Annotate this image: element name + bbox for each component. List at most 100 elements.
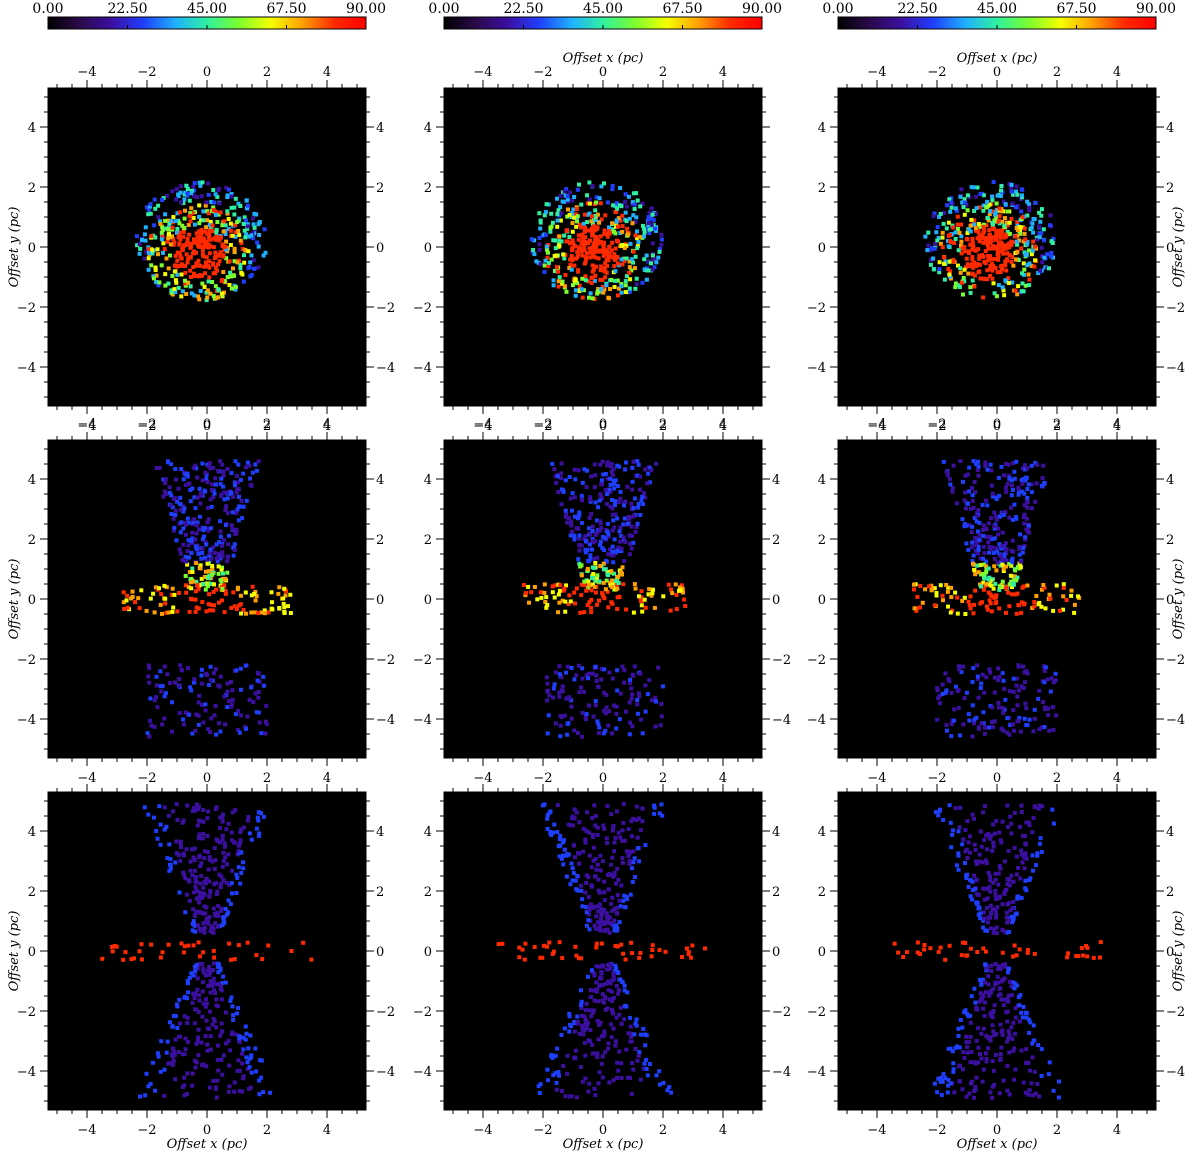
heatmap-cell — [602, 287, 607, 292]
heatmap-cell — [214, 881, 219, 885]
heatmap-cell — [221, 850, 226, 855]
heatmap-cell — [157, 804, 162, 809]
heatmap-cell — [561, 862, 566, 867]
heatmap-cell — [608, 482, 613, 487]
heatmap-cell — [230, 810, 235, 815]
heatmap-cell — [558, 583, 563, 588]
heatmap-cell — [999, 559, 1004, 564]
heatmap-cell — [129, 957, 134, 962]
heatmap-cell — [1035, 462, 1040, 467]
heatmap-cell — [205, 561, 210, 566]
heatmap-cell — [1000, 285, 1005, 290]
heatmap-cell — [609, 578, 614, 583]
heatmap-cell — [621, 951, 626, 956]
heatmap-cell — [589, 280, 594, 285]
heatmap-cell — [987, 257, 992, 261]
heatmap-cell — [223, 244, 228, 249]
heatmap-cell — [577, 820, 582, 825]
heatmap-cell — [669, 1090, 674, 1095]
heatmap-cell — [177, 711, 182, 715]
heatmap-cell — [567, 266, 572, 270]
heatmap-cell — [608, 287, 612, 291]
heatmap-cell — [229, 286, 234, 291]
heatmap-cell — [971, 459, 976, 464]
heatmap-cell — [216, 287, 221, 292]
heatmap-cell — [976, 247, 981, 252]
heatmap-cell — [190, 1000, 195, 1005]
heatmap-cell — [690, 943, 695, 948]
heatmap-cell — [177, 997, 182, 1002]
heatmap-cell — [1053, 671, 1058, 676]
x-tick-label: 2 — [1053, 771, 1061, 786]
y-tick-label: 2 — [424, 533, 432, 548]
heatmap-cell — [194, 909, 199, 914]
heatmap-cell — [560, 598, 565, 603]
heatmap-cell — [207, 1085, 212, 1090]
heatmap-cell — [207, 972, 212, 977]
heatmap-cell — [591, 1051, 595, 1056]
heatmap-cell — [1025, 495, 1030, 500]
heatmap-cell — [618, 539, 623, 544]
heatmap-cell — [1025, 583, 1030, 588]
heatmap-cell — [975, 262, 980, 267]
heatmap-cell — [1001, 678, 1006, 683]
heatmap-cell — [229, 192, 234, 196]
heatmap-cell — [622, 516, 627, 521]
colorbar-tick-label: 90.00 — [742, 1, 782, 17]
heatmap-cell — [989, 547, 994, 552]
heatmap-cell — [167, 490, 172, 495]
heatmap-cell — [612, 571, 616, 576]
heatmap-cell — [226, 699, 231, 704]
colorbar-tick-label: 0.00 — [32, 1, 63, 17]
heatmap-cell — [146, 256, 151, 261]
heatmap-cell — [645, 481, 650, 486]
heatmap-cell — [1033, 244, 1037, 249]
heatmap-cell — [583, 274, 588, 279]
x-tick-label: −2 — [927, 419, 946, 434]
heatmap-cell — [988, 601, 993, 606]
heatmap-cell — [555, 212, 560, 217]
heatmap-cell — [623, 1004, 627, 1009]
heatmap-cell — [935, 717, 940, 722]
heatmap-cell — [619, 290, 624, 295]
heatmap-cell — [987, 228, 992, 233]
heatmap-cell — [190, 731, 195, 736]
heatmap-cell — [233, 230, 238, 235]
heatmap-cell — [253, 598, 258, 603]
heatmap-cell — [600, 534, 605, 539]
heatmap-cell — [179, 668, 184, 673]
heatmap-cell — [630, 487, 635, 492]
heatmap-cell — [576, 468, 581, 473]
heatmap-cell — [560, 956, 565, 961]
heatmap-cell — [227, 941, 232, 946]
heatmap-cell — [175, 817, 180, 822]
heatmap-cell — [1014, 239, 1019, 244]
heatmap-cell — [964, 256, 969, 261]
heatmap-cell — [539, 595, 544, 600]
heatmap-cell — [1023, 680, 1027, 685]
heatmap-cell — [220, 1072, 225, 1077]
heatmap-cell — [166, 236, 171, 241]
heatmap-cell — [232, 957, 237, 962]
heatmap-cell — [962, 279, 967, 284]
heatmap-cell — [219, 981, 224, 985]
heatmap-cell — [1000, 530, 1005, 535]
heatmap-cell — [589, 474, 594, 479]
heatmap-cell — [599, 1034, 604, 1039]
heatmap-cell — [192, 858, 197, 863]
heatmap-cell — [988, 462, 993, 467]
heatmap-cell — [261, 683, 266, 688]
heatmap-cell — [667, 1085, 672, 1090]
heatmap-cell — [974, 206, 979, 211]
heatmap-cell — [616, 581, 621, 585]
heatmap-cell — [569, 253, 574, 258]
heatmap-cell — [576, 557, 581, 562]
heatmap-cell — [579, 493, 584, 498]
heatmap-cell — [183, 190, 188, 195]
heatmap-cell — [191, 240, 196, 245]
heatmap-cell — [638, 474, 643, 479]
heatmap-cell — [579, 883, 583, 888]
heatmap-cell — [580, 276, 585, 281]
heatmap-cell — [544, 244, 549, 249]
heatmap-cell — [196, 1053, 201, 1058]
